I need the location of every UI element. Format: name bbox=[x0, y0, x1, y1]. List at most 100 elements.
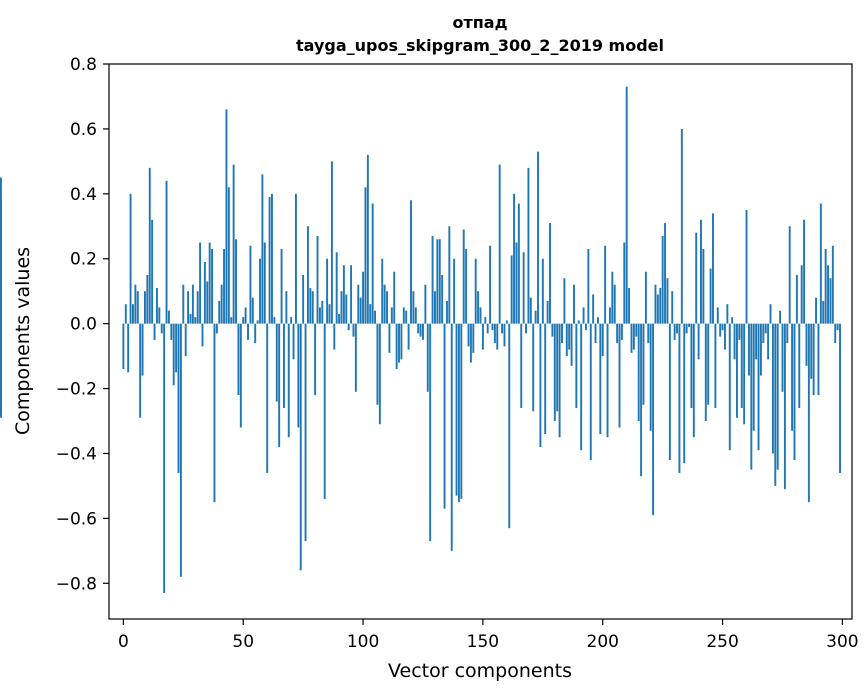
bar bbox=[261, 174, 264, 324]
bar bbox=[354, 323, 357, 392]
bar bbox=[139, 323, 142, 418]
bar bbox=[517, 203, 520, 324]
bar bbox=[338, 313, 341, 324]
bar bbox=[757, 323, 760, 451]
bar bbox=[184, 323, 187, 357]
bar bbox=[745, 210, 748, 324]
bar bbox=[767, 323, 770, 360]
bar bbox=[513, 193, 516, 324]
bar bbox=[529, 297, 532, 324]
bar bbox=[551, 323, 554, 337]
bar bbox=[232, 164, 235, 324]
bar bbox=[419, 323, 422, 337]
bar bbox=[601, 323, 604, 357]
x-tick-label: 50 bbox=[232, 632, 254, 652]
bar bbox=[402, 307, 405, 324]
x-tick-label: 250 bbox=[706, 632, 738, 652]
bar bbox=[544, 323, 547, 434]
bar bbox=[371, 203, 374, 324]
y-axis-ticks: −0.8 −0.6 −0.4 −0.2 0.0 0.2 0.4 0.6 0.8 bbox=[56, 55, 109, 594]
bar bbox=[740, 323, 743, 409]
bar bbox=[434, 291, 436, 324]
bar bbox=[738, 323, 741, 340]
bar bbox=[822, 300, 825, 324]
bar bbox=[302, 274, 305, 324]
bar bbox=[350, 265, 353, 324]
bar bbox=[486, 323, 489, 334]
bar bbox=[297, 323, 300, 428]
bar bbox=[314, 323, 317, 396]
bar bbox=[203, 261, 206, 324]
bar bbox=[177, 323, 180, 473]
y-tick-label: −0.2 bbox=[56, 380, 97, 400]
bar bbox=[155, 287, 158, 324]
bar bbox=[290, 317, 293, 324]
bar bbox=[294, 193, 297, 324]
bar bbox=[335, 252, 338, 324]
bar bbox=[206, 281, 209, 324]
bar bbox=[786, 323, 789, 344]
bar bbox=[836, 323, 839, 331]
bar bbox=[577, 320, 580, 324]
bar bbox=[728, 323, 731, 451]
bar bbox=[381, 258, 384, 324]
bar bbox=[776, 323, 779, 470]
bar bbox=[661, 236, 664, 324]
bar bbox=[0, 323, 2, 347]
bar bbox=[306, 226, 309, 324]
bar bbox=[762, 323, 765, 344]
bar bbox=[316, 236, 319, 324]
bar bbox=[726, 304, 729, 324]
bar bbox=[472, 323, 475, 353]
bar bbox=[815, 297, 818, 324]
bar bbox=[0, 255, 2, 324]
bar bbox=[153, 323, 156, 340]
bar bbox=[589, 323, 592, 460]
bar bbox=[124, 304, 127, 324]
bar bbox=[273, 317, 276, 324]
bar bbox=[608, 307, 611, 324]
bar bbox=[249, 245, 252, 324]
bar bbox=[278, 323, 281, 447]
bar bbox=[333, 323, 336, 350]
y-tick-label: 0.2 bbox=[70, 250, 97, 270]
bar bbox=[678, 323, 681, 473]
bar bbox=[810, 323, 813, 379]
bar bbox=[172, 323, 175, 386]
bar bbox=[546, 300, 549, 324]
bar bbox=[374, 310, 376, 324]
bar bbox=[342, 265, 345, 324]
bar bbox=[637, 323, 640, 422]
bar bbox=[666, 278, 669, 324]
bar bbox=[445, 300, 448, 324]
bar bbox=[604, 245, 607, 324]
bar bbox=[275, 323, 278, 402]
bar bbox=[465, 249, 468, 324]
x-tick-label: 200 bbox=[587, 632, 619, 652]
bar bbox=[534, 310, 537, 324]
chart-title: отпад bbox=[452, 13, 507, 32]
y-tick-label: 0.6 bbox=[70, 120, 97, 140]
bar bbox=[132, 304, 134, 324]
bar bbox=[357, 284, 360, 324]
bar bbox=[592, 294, 595, 324]
bar bbox=[498, 164, 501, 324]
bar bbox=[582, 307, 585, 324]
bar bbox=[829, 278, 832, 324]
bar bbox=[201, 323, 204, 347]
bar bbox=[378, 323, 381, 425]
bar bbox=[532, 323, 535, 412]
bar bbox=[146, 274, 149, 324]
bar bbox=[194, 317, 197, 324]
y-tick-label: 0.0 bbox=[70, 315, 97, 335]
bar bbox=[191, 284, 194, 324]
bar bbox=[481, 323, 484, 350]
bar bbox=[779, 310, 782, 324]
bar bbox=[352, 323, 355, 337]
bar bbox=[522, 252, 525, 324]
y-tick-label: 0.8 bbox=[70, 55, 97, 75]
bar bbox=[616, 323, 619, 344]
bar bbox=[283, 323, 285, 409]
bar bbox=[568, 323, 571, 350]
bar bbox=[805, 323, 808, 366]
